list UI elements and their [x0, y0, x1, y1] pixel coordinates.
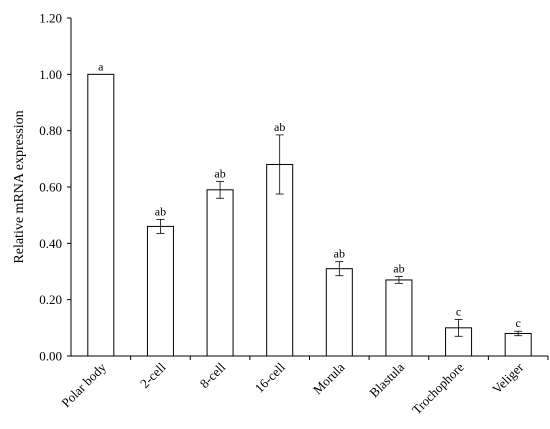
significance-label: c — [456, 304, 461, 318]
y-tick-label: 0.40 — [39, 236, 62, 251]
bar — [385, 279, 413, 357]
y-tick-label: 0.20 — [39, 292, 62, 307]
bar — [504, 332, 532, 357]
y-axis: 0.00 0.20 0.40 0.60 0.80 1.00 1.20 — [39, 11, 72, 364]
x-tick-label: Blastula — [366, 359, 407, 400]
bar — [325, 268, 353, 357]
y-tick-label: 1.00 — [39, 67, 62, 82]
x-tick-label: Morula — [310, 359, 348, 397]
y-tick-label: 0.60 — [39, 180, 62, 195]
significance-label: a — [98, 59, 104, 73]
bars: a ab ab ab ab ab c c — [87, 59, 532, 357]
x-tick-label: 16-cell — [252, 359, 288, 395]
y-tick-label: 0.00 — [39, 349, 62, 364]
x-tick-label: 8-cell — [197, 359, 229, 391]
bar — [146, 225, 174, 357]
x-tick-label: Veliger — [489, 359, 527, 397]
significance-label: ab — [274, 120, 285, 134]
x-tick-label: Polar body — [58, 359, 109, 410]
significance-label: ab — [334, 247, 345, 261]
x-axis: Polar body 2-cell 8-cell 16-cell Morula Blast… — [58, 355, 549, 417]
x-tick-label: 2-cell — [137, 359, 169, 391]
significance-label: c — [516, 316, 521, 330]
bar — [206, 189, 234, 357]
significance-label: ab — [393, 262, 404, 276]
y-tick-label: 0.80 — [39, 123, 62, 138]
y-tick-label: 1.20 — [39, 11, 62, 26]
significance-label: ab — [214, 166, 225, 180]
bar — [266, 163, 294, 357]
y-axis-label: Relative mRNA expression — [12, 110, 27, 263]
significance-label: ab — [155, 204, 166, 218]
x-tick-label: Trochophore — [409, 359, 467, 417]
bar — [87, 73, 115, 357]
